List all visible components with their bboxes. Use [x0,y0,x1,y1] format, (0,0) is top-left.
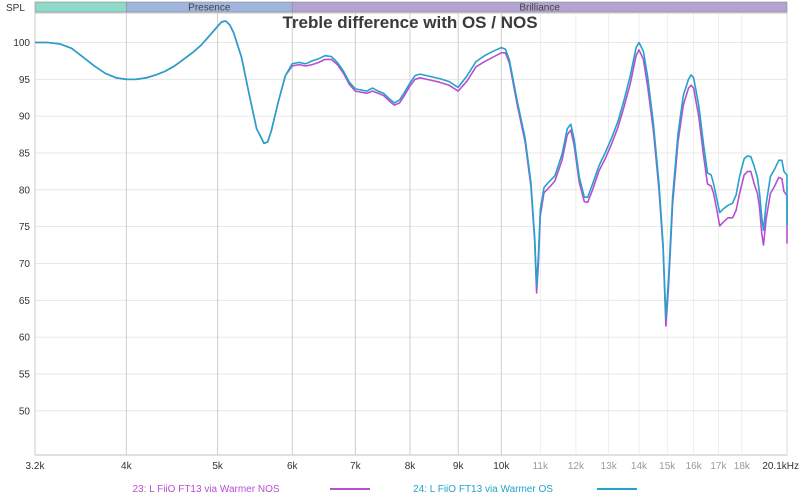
band-2 [291,1,788,13]
band-label-1: Presence [188,3,231,14]
band-0 [34,1,127,13]
band-label-2: Brilliance [519,3,560,14]
x-tick-15k: 15k [659,461,676,472]
y-tick-60: 60 [19,333,31,344]
y-tick-80: 80 [19,185,31,196]
y-axis-label: SPL [6,3,25,14]
y-tick-50: 50 [19,406,31,417]
x-tick-8k: 8k [405,461,417,472]
x-tick-17k: 17k [710,461,727,472]
x-tick-11k: 11k [533,461,549,472]
x-tick-18k: 18k [734,461,751,472]
legend: 23: L FiiO FT13 via Warmer NOS 24: L FiiO… [132,484,637,495]
legend-label-1: 23: L FiiO FT13 via Warmer NOS [132,484,279,495]
x-tick-16k: 16k [686,461,703,472]
x-tick-10k: 10k [493,461,510,472]
x-tick-13k: 13k [601,461,618,472]
y-tick-65: 65 [19,296,31,307]
axes-labels: 100 95 90 85 80 75 70 65 60 55 50 3.2k 4k 5k 6k 7k 8k 9k 1… [13,38,799,472]
y-tick-55: 55 [19,369,31,380]
y-tick-75: 75 [19,222,31,233]
y-tick-85: 85 [19,148,31,159]
x-tick-5k: 5k [212,461,224,472]
x-tick-4k: 4k [121,461,133,472]
x-tick-7k: 7k [350,461,362,472]
x-tick-9k: 9k [453,461,465,472]
series-line-2 [35,20,788,320]
y-tick-95: 95 [19,75,31,86]
y-tick-70: 70 [19,259,31,270]
x-tick-3.2k: 3.2k [26,461,46,472]
x-tick-12k: 12k [568,461,585,472]
chart-title: Treble difference with OS / NOS [282,13,537,32]
frequency-band-strip: Presence Brilliance [34,1,788,14]
y-tick-90: 90 [19,112,31,123]
y-tick-100: 100 [13,38,30,49]
series-layer [35,20,788,327]
legend-label-2: 24: L FiiO FT13 via Warmer OS [413,484,553,495]
x-tick-6k: 6k [287,461,299,472]
x-tick-20.1kHz: 20.1kHz [762,461,799,472]
x-tick-14k: 14k [631,461,648,472]
